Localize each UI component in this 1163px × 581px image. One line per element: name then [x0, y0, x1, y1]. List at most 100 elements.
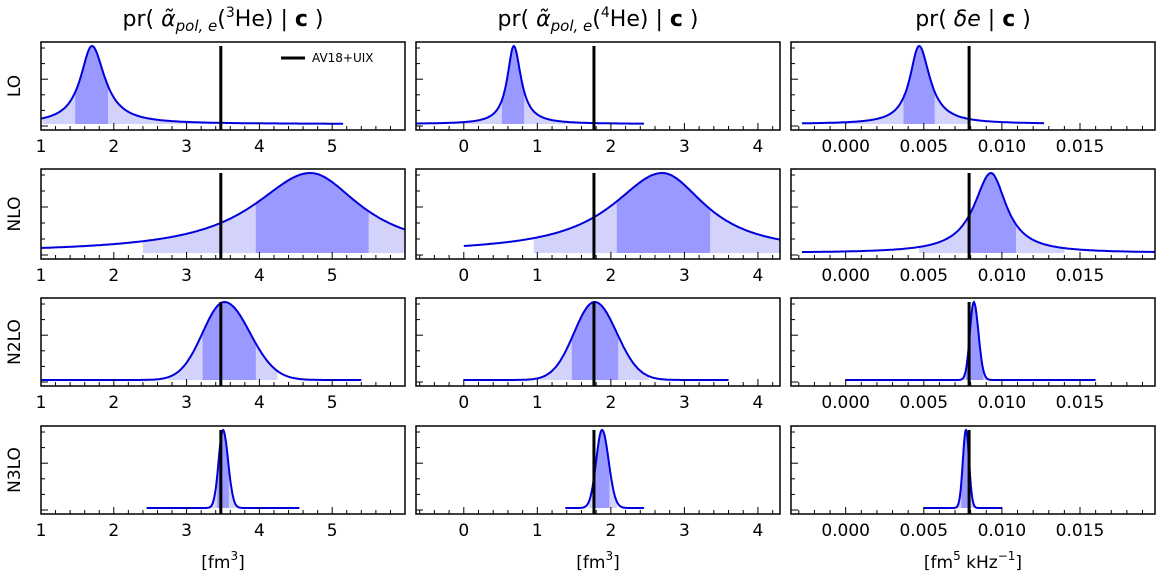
panel-frame-c3-r2 [790, 168, 1156, 260]
xtick-label-c2-r2: 1 [532, 266, 543, 286]
panel-frame-c1-r2 [40, 168, 406, 260]
density-curve-c3-r2 [801, 171, 1155, 254]
xtick-label-c2-r1: 0 [458, 137, 469, 157]
xtick-label-c1-r3: 1 [36, 393, 47, 413]
xtick-label-c3-r4: 0.010 [978, 521, 1027, 541]
row-label-N2LO: N2LO [5, 319, 25, 365]
xtick-label-c1-r1: 2 [108, 137, 119, 157]
panel-frame-c3-r1 [790, 41, 1156, 131]
density-curve-c1-r2 [40, 172, 406, 249]
xtick-label-c3-r2: 0.010 [978, 266, 1027, 286]
xtick-label-c3-r3: 0.000 [821, 393, 870, 413]
column-title-2: pr( α̃pol, e(4He) | c ) [498, 5, 699, 35]
xtick-label-c2-r3: 1 [532, 393, 543, 413]
xtick-label-c3-r4: 0.000 [821, 521, 870, 541]
xtick-label-c3-r4: 0.015 [1056, 521, 1105, 541]
density-curve-c3-r4 [923, 428, 1002, 509]
xtick-label-c2-r1: 4 [753, 137, 764, 157]
xaxis-label-2: [fm3] [576, 549, 619, 573]
xtick-label-c1-r3: 4 [254, 393, 265, 413]
band68-c3-r1 [903, 46, 935, 124]
xtick-label-c1-r3: 3 [181, 393, 192, 413]
xaxis-label-1: [fm3] [201, 549, 244, 573]
xtick-label-c2-r1: 2 [605, 137, 616, 157]
column-title-1: pr( α̃pol, e(3He) | c ) [123, 5, 324, 35]
band68-c1-r1 [75, 46, 108, 124]
xtick-label-c1-r1: 5 [327, 137, 338, 157]
density-curve-c3-r1 [801, 44, 1045, 125]
xtick-label-c2-r2: 0 [458, 266, 469, 286]
row-label-N3LO: N3LO [5, 447, 25, 493]
xtick-label-c1-r4: 3 [181, 521, 192, 541]
column-title-3: pr( δe | c ) [915, 7, 1031, 32]
xtick-label-c2-r4: 4 [753, 521, 764, 541]
xtick-label-c1-r2: 2 [108, 266, 119, 286]
xtick-label-c3-r1: 0.005 [899, 137, 948, 157]
band68-c1-r3 [202, 302, 256, 380]
xtick-label-c3-r1: 0.000 [821, 137, 870, 157]
panel-frame-c1-r1 [40, 41, 406, 131]
density-curve-c1-r1 [40, 45, 344, 125]
xtick-label-c3-r4: 0.005 [899, 521, 948, 541]
row-label-LO: LO [5, 75, 25, 97]
xtick-label-c1-r2: 4 [254, 266, 265, 286]
density-curve-c2-r2 [463, 172, 781, 247]
xtick-label-c2-r2: 4 [753, 266, 764, 286]
xtick-label-c1-r4: 1 [36, 521, 47, 541]
density-curve-c2-r4 [565, 429, 644, 509]
panel-frame-c3-r4 [790, 425, 1156, 515]
xtick-label-c1-r3: 5 [327, 393, 338, 413]
xtick-label-c1-r1: 3 [181, 137, 192, 157]
xtick-label-c2-r2: 3 [679, 266, 690, 286]
panel-frame-c2-r2 [415, 168, 781, 260]
xtick-label-c2-r4: 3 [679, 521, 690, 541]
band68-c1-r2 [255, 173, 369, 253]
xtick-label-c2-r3: 4 [753, 393, 764, 413]
band95-c3-r1 [806, 46, 970, 124]
band68-c1-r4 [217, 430, 229, 508]
legend-label: AV18+UIX [312, 51, 374, 65]
xtick-label-c1-r4: 5 [327, 521, 338, 541]
panel-frame-c2-r1 [415, 41, 781, 131]
xtick-label-c1-r2: 1 [36, 266, 47, 286]
density-curve-c1-r4 [146, 428, 300, 509]
panel-frame-c2-r4 [415, 425, 781, 515]
xaxis-label-3: [fm5 kHz−1] [924, 549, 1022, 573]
panel-frame-c2-r3 [415, 297, 781, 387]
xtick-label-c3-r2: 0.000 [821, 266, 870, 286]
xtick-label-c3-r3: 0.005 [899, 393, 948, 413]
xtick-label-c1-r2: 5 [327, 266, 338, 286]
panel-frame-c1-r4 [40, 425, 406, 515]
density-curve-c3-r3 [845, 300, 1096, 381]
density-curve-c2-r1 [416, 44, 644, 125]
xtick-label-c2-r4: 0 [458, 521, 469, 541]
panel-frame-c1-r3 [40, 297, 406, 387]
row-label-NLO: NLO [5, 197, 25, 232]
density-curve-c1-r3 [41, 300, 362, 381]
xtick-label-c3-r2: 0.005 [899, 266, 948, 286]
xtick-label-c3-r3: 0.015 [1056, 393, 1105, 413]
panel-frame-c3-r3 [790, 297, 1156, 387]
xtick-label-c2-r3: 0 [458, 393, 469, 413]
xtick-label-c1-r4: 4 [254, 521, 265, 541]
xtick-label-c2-r4: 2 [605, 521, 616, 541]
xtick-label-c2-r2: 2 [605, 266, 616, 286]
xtick-label-c1-r2: 3 [181, 266, 192, 286]
xtick-label-c1-r4: 2 [108, 521, 119, 541]
xtick-label-c2-r3: 2 [605, 393, 616, 413]
xtick-label-c2-r1: 3 [679, 137, 690, 157]
xtick-label-c1-r1: 4 [254, 137, 265, 157]
xtick-label-c3-r3: 0.010 [978, 393, 1027, 413]
xtick-label-c2-r1: 1 [532, 137, 543, 157]
xtick-label-c3-r2: 0.015 [1056, 266, 1105, 286]
xtick-label-c2-r4: 1 [532, 521, 543, 541]
xtick-label-c3-r1: 0.010 [978, 137, 1027, 157]
xtick-label-c1-r3: 2 [108, 393, 119, 413]
band95-c1-r1 [42, 46, 223, 124]
band68-c2-r2 [616, 173, 711, 253]
xtick-label-c2-r3: 3 [679, 393, 690, 413]
band68-c2-r4 [594, 430, 610, 508]
xtick-label-c3-r1: 0.015 [1056, 137, 1105, 157]
xtick-label-c1-r1: 1 [36, 137, 47, 157]
